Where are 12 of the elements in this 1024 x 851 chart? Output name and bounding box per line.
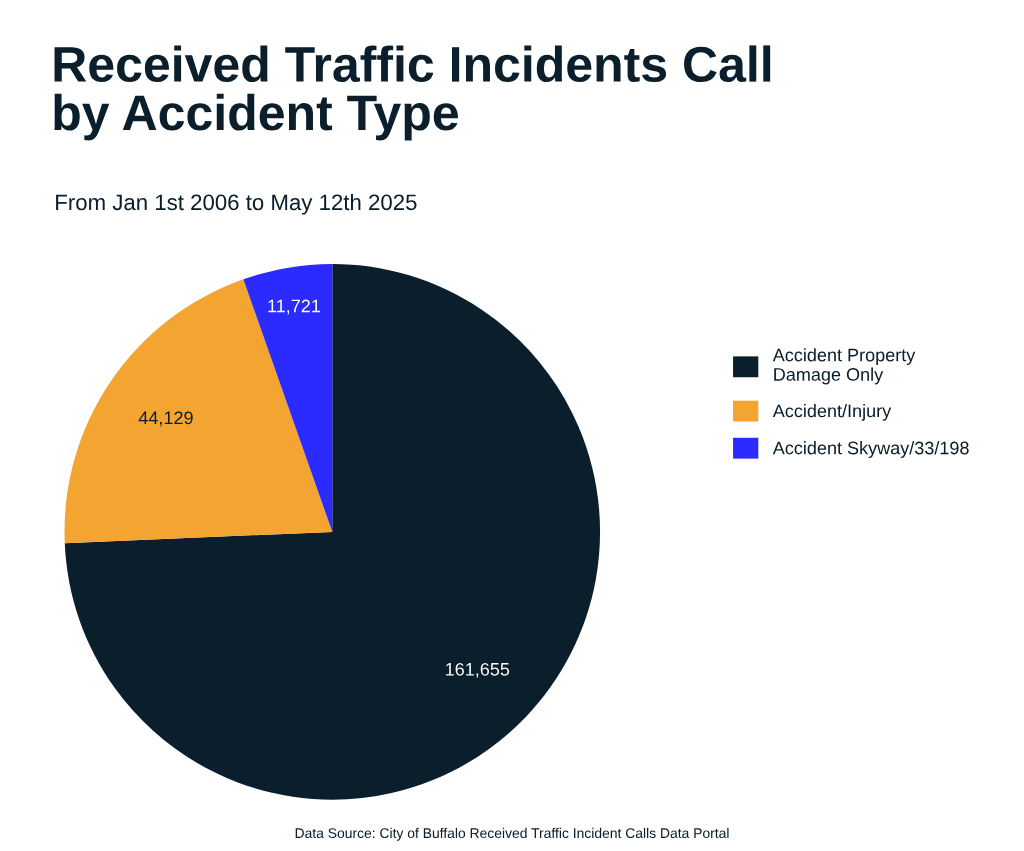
- data-label: 161,655: [446, 662, 510, 678]
- data-label: 11,721: [268, 299, 321, 315]
- source-note: Data Source: City of Buffalo Received Traffic Incident Calls Data Portal: [295, 827, 729, 841]
- pie-slice: [64, 264, 601, 800]
- legend-label: Accident Skyway/33/198: [772, 441, 969, 458]
- chart-title: Received Traffic Incidents Call by Accident Type: [54, 45, 771, 141]
- legend-label: Accident/Injury: [772, 404, 892, 421]
- data-label: 44,129: [138, 411, 193, 427]
- chart-subtitle: From Jan 1st 2006 to May 12th 2025: [56, 193, 417, 215]
- pie-slice: [243, 264, 333, 532]
- legend-label: Accident Property Damage Only: [772, 348, 916, 385]
- pie-slice: [64, 279, 333, 544]
